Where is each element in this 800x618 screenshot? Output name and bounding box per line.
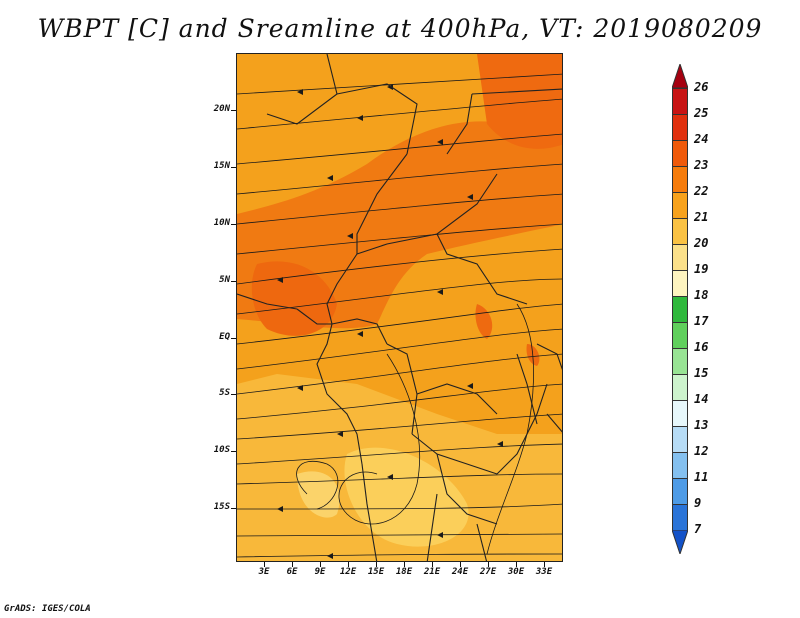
colorbar-label: 22: [694, 184, 709, 198]
lat-label: 10N: [213, 218, 230, 228]
colorbar-segment: [672, 192, 688, 218]
colorbar-label: 19: [694, 262, 709, 276]
lat-label: 20N: [213, 104, 230, 114]
lon-tick: [404, 562, 405, 567]
field-warm-band: [237, 114, 562, 329]
lon-tick: [292, 562, 293, 567]
lat-label: 5S: [219, 388, 230, 398]
colorbar-segment: [672, 452, 688, 478]
lon-label: 27E: [479, 567, 497, 577]
lon-label: 12E: [339, 567, 357, 577]
colorbar-label: 25: [694, 106, 709, 120]
credit-text: GrADS: IGES/COLA: [4, 604, 91, 614]
lon-label: 6E: [286, 567, 298, 577]
colorbar-top-arrow: [672, 64, 688, 88]
colorbar-segment: [672, 400, 688, 426]
lat-tick: [231, 394, 236, 395]
lon-tick: [516, 562, 517, 567]
lon-label: 15E: [367, 567, 385, 577]
lon-label: 18E: [395, 567, 413, 577]
lon-tick: [348, 562, 349, 567]
colorbar-bottom-arrow: [672, 530, 688, 554]
colorbar-segment: [672, 244, 688, 270]
streamlines: [237, 73, 562, 558]
colorbar-segment: [672, 504, 688, 530]
lon-label: 33E: [535, 567, 553, 577]
colorbar-label: 9: [694, 496, 702, 510]
field-cool-pocket-2: [297, 471, 340, 518]
colorbar-label: 12: [694, 444, 709, 458]
lat-label: 10S: [213, 445, 230, 455]
colorbar-label: 24: [694, 132, 709, 146]
colorbar-segment: [672, 140, 688, 166]
colorbar-segment: [672, 88, 688, 114]
lat-tick: [231, 167, 236, 168]
colorbar-label: 26: [694, 80, 709, 94]
lon-tick: [544, 562, 545, 567]
lat-tick: [231, 451, 236, 452]
colorbar-label: 13: [694, 418, 709, 432]
colorbar-label: 20: [694, 236, 709, 250]
colorbar-label: 17: [694, 314, 709, 328]
colorbar-segment: [672, 322, 688, 348]
lat-label: 15N: [213, 161, 230, 171]
lon-tick: [488, 562, 489, 567]
colorbar-label: 18: [694, 288, 709, 302]
colorbar-segment: [672, 478, 688, 504]
lon-label: 9E: [314, 567, 326, 577]
lon-tick: [320, 562, 321, 567]
lat-tick: [231, 110, 236, 111]
lon-tick: [460, 562, 461, 567]
lon-tick: [432, 562, 433, 567]
colorbar-label: 11: [694, 470, 709, 484]
lon-tick: [376, 562, 377, 567]
lon-label: 21E: [423, 567, 441, 577]
colorbar-segment: [672, 296, 688, 322]
colorbar-segment: [672, 114, 688, 140]
colorbar-label: 21: [694, 210, 709, 224]
field-warm-west: [251, 261, 337, 336]
lat-tick: [231, 508, 236, 509]
map-panel: [236, 53, 563, 562]
lon-label: 30E: [507, 567, 525, 577]
lat-tick: [231, 224, 236, 225]
stream-arrows: [277, 84, 503, 559]
colorbar-segment: [672, 374, 688, 400]
colorbar-label: 7: [694, 522, 702, 536]
lat-label: 5N: [219, 275, 230, 285]
lon-label: 3E: [258, 567, 270, 577]
colorbar-segment: [672, 166, 688, 192]
colorbar-label: 16: [694, 340, 709, 354]
colorbar-label: 23: [694, 158, 709, 172]
field-cool-pocket: [344, 447, 469, 547]
colorbar-segment: [672, 270, 688, 296]
colorbar-segment: [672, 348, 688, 374]
lon-label: 24E: [451, 567, 469, 577]
chart-title: WBPT [C] and Sreamline at 400hPa, VT: 20…: [37, 14, 763, 43]
lon-tick: [264, 562, 265, 567]
colorbar-label: 14: [694, 392, 709, 406]
colorbar-label: 15: [694, 366, 709, 380]
lat-tick: [231, 281, 236, 282]
colorbar-segment: [672, 218, 688, 244]
map-svg: [237, 54, 562, 561]
lat-tick: [231, 338, 236, 339]
colorbar-segment: [672, 426, 688, 452]
country-borders: [237, 54, 562, 561]
lat-label: EQ: [219, 332, 230, 342]
lat-label: 15S: [213, 502, 230, 512]
